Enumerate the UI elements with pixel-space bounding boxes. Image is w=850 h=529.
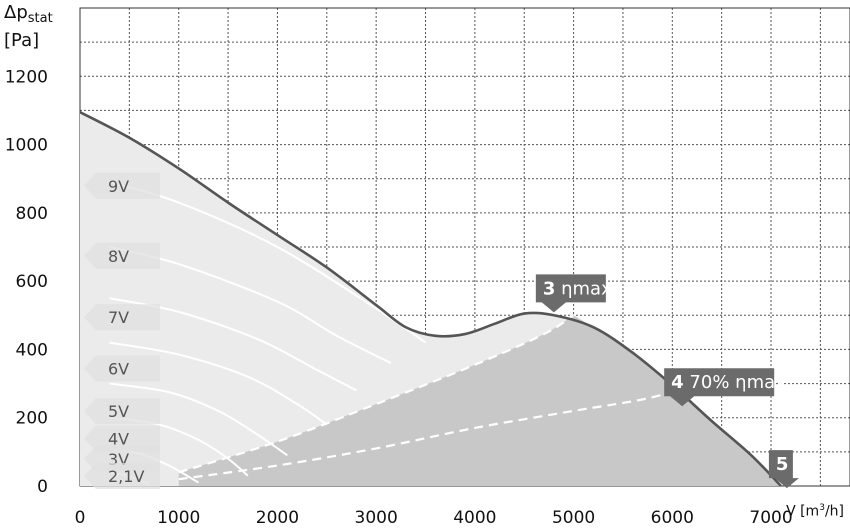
- voltage-tag: [84, 304, 160, 331]
- x-tick-label: 0: [75, 508, 86, 528]
- voltage-label: 2,1V: [108, 467, 144, 486]
- voltage-tag: [84, 463, 160, 489]
- x-tick-label: 7000: [749, 508, 792, 528]
- y-tick-label: 600: [16, 272, 48, 292]
- marker-5-flag: [768, 450, 799, 489]
- voltage-curve-5v: [109, 382, 288, 457]
- marker-4-label: 4 70% ηmax: [671, 372, 786, 393]
- point-markers: 3 ηmax 4 70% ηmax 5: [535, 274, 799, 489]
- voltage-label: 7V: [108, 308, 129, 327]
- voltage-curve-6v: [109, 341, 328, 426]
- x-tick-label: 4000: [453, 508, 496, 528]
- voltage-label: 6V: [108, 359, 129, 378]
- axis-ticks: 0 1000 2000 3000 4000 5000 6000 7000 0 200 400 600 8…: [5, 67, 793, 528]
- voltage-label: 5V: [108, 402, 129, 421]
- y-tick-label: 0: [37, 477, 48, 497]
- efficiency-line-1: [178, 314, 575, 474]
- operating-region: [80, 112, 781, 486]
- voltage-label: 8V: [108, 247, 129, 266]
- voltage-tag: [84, 242, 160, 269]
- voltage-tag: [84, 398, 160, 425]
- y-tick-label: 200: [16, 409, 48, 429]
- y-tick-label: 1200: [5, 67, 48, 87]
- voltage-tag: [84, 172, 160, 199]
- efficiency-line-2: [178, 379, 703, 481]
- x-tick-label: 1000: [157, 508, 200, 528]
- y-tick-label: 400: [16, 340, 48, 360]
- x-axis-label: V [m3/h]: [786, 503, 844, 520]
- voltage-label: 9V: [108, 177, 129, 196]
- operating-area-efficient: [178, 315, 781, 486]
- x-tick-label: 5000: [552, 508, 595, 528]
- voltage-tag: [84, 355, 160, 382]
- marker-4-flag: [664, 368, 775, 407]
- marker-3-label: 3 ηmax: [543, 278, 612, 299]
- y-tick-label: 1000: [5, 136, 48, 156]
- y-tick-label: 800: [16, 204, 48, 224]
- marker-5-label: 5: [776, 454, 789, 475]
- x-tick-label: 6000: [651, 508, 694, 528]
- y-axis-label: Δpstat [Pa]: [4, 2, 53, 51]
- voltage-tag: [84, 425, 160, 452]
- x-tick-label: 2000: [256, 508, 299, 528]
- voltage-label: 4V: [108, 429, 129, 448]
- marker-3-flag: [535, 274, 606, 313]
- x-tick-label: 3000: [355, 508, 398, 528]
